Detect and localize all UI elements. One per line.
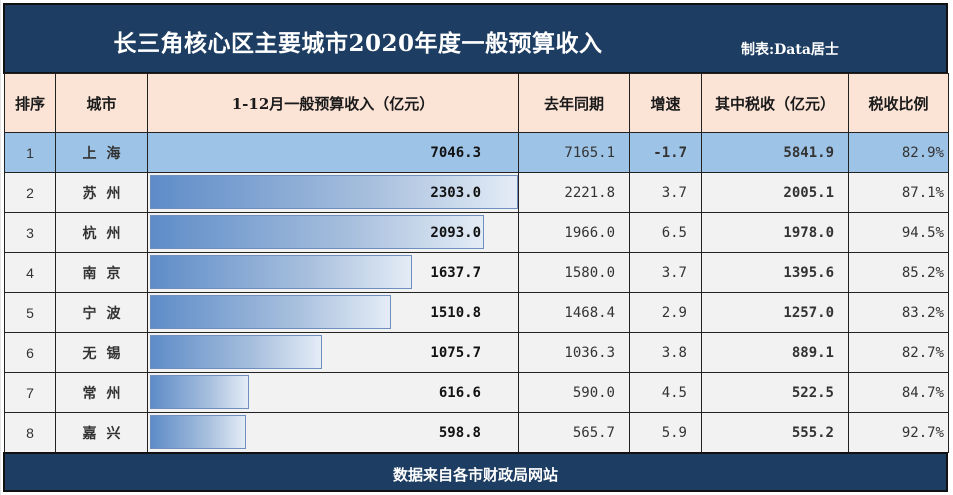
growth-cell[interactable]: 3.8 — [629, 332, 702, 373]
revenue-data-bar — [150, 375, 249, 409]
header-rank[interactable]: 排序 — [4, 73, 56, 133]
header-city[interactable]: 城市 — [55, 73, 148, 133]
last-year-cell[interactable]: 1468.4 — [518, 292, 630, 333]
header-revenue[interactable]: 1-12月一般预算收入（亿元） — [147, 73, 519, 133]
revenue-value: 1637.7 — [430, 264, 481, 281]
table-row[interactable]: 1 上海 7046.3 7165.1 -1.7 5841.9 82.9% — [4, 132, 949, 173]
tax-ratio-cell[interactable]: 84.7% — [848, 372, 949, 413]
header-tax[interactable]: 其中税收（亿元） — [701, 73, 849, 133]
revenue-cell[interactable]: 598.8 — [147, 412, 519, 453]
header-growth[interactable]: 增速 — [629, 73, 702, 133]
growth-cell[interactable]: 3.7 — [629, 172, 702, 213]
last-year-cell[interactable]: 590.0 — [518, 372, 630, 413]
rank-cell[interactable]: 3 — [4, 212, 56, 253]
last-year-cell[interactable]: 2221.8 — [518, 172, 630, 213]
rank-cell[interactable]: 2 — [4, 172, 56, 213]
tax-cell[interactable]: 1395.6 — [701, 252, 849, 293]
last-year-cell[interactable]: 7165.1 — [518, 132, 630, 173]
tax-ratio-cell[interactable]: 82.9% — [848, 132, 949, 173]
tax-ratio-cell[interactable]: 92.7% — [848, 412, 949, 453]
city-cell[interactable]: 南京 — [55, 252, 148, 293]
budget-revenue-table: 排序 城市 1-12月一般预算收入（亿元） 去年同期 增速 其中税收（亿元） 税… — [4, 73, 949, 453]
city-cell[interactable]: 苏州 — [55, 172, 148, 213]
rank-cell[interactable]: 7 — [4, 372, 56, 413]
city-cell[interactable]: 嘉兴 — [55, 412, 148, 453]
tax-cell[interactable]: 555.2 — [701, 412, 849, 453]
city-cell[interactable]: 宁波 — [55, 292, 148, 333]
growth-cell[interactable]: 6.5 — [629, 212, 702, 253]
revenue-cell[interactable]: 2303.0 — [147, 172, 519, 213]
rank-cell[interactable]: 4 — [4, 252, 56, 293]
growth-cell[interactable]: -1.7 — [629, 132, 702, 173]
source-note: 数据来自各市财政局网站 — [392, 466, 558, 484]
revenue-value: 1510.8 — [430, 304, 481, 321]
revenue-data-bar — [150, 335, 322, 369]
tax-ratio-cell[interactable]: 85.2% — [848, 252, 949, 293]
table-row[interactable]: 8 嘉兴 598.8 565.7 5.9 555.2 92.7% — [4, 412, 949, 453]
tax-cell[interactable]: 889.1 — [701, 332, 849, 373]
rank-cell[interactable]: 8 — [4, 412, 56, 453]
tax-cell[interactable]: 2005.1 — [701, 172, 849, 213]
tax-ratio-cell[interactable]: 94.5% — [848, 212, 949, 253]
tax-ratio-cell[interactable]: 87.1% — [848, 172, 949, 213]
table-row[interactable]: 5 宁波 1510.8 1468.4 2.9 1257.0 83.2% — [4, 292, 949, 333]
city-cell[interactable]: 上海 — [55, 132, 148, 173]
rank-cell[interactable]: 1 — [4, 132, 56, 173]
revenue-cell[interactable]: 7046.3 — [147, 132, 519, 173]
header-last-year[interactable]: 去年同期 — [518, 73, 630, 133]
revenue-value: 598.8 — [438, 424, 481, 441]
city-cell[interactable]: 杭州 — [55, 212, 148, 253]
credit-label: 制表:Data居士 — [741, 42, 839, 58]
revenue-value: 2093.0 — [430, 224, 481, 241]
last-year-cell[interactable]: 1036.3 — [518, 332, 630, 373]
tax-cell[interactable]: 5841.9 — [701, 132, 849, 173]
revenue-data-bar — [150, 415, 246, 449]
revenue-cell[interactable]: 1075.7 — [147, 332, 519, 373]
last-year-cell[interactable]: 1580.0 — [518, 252, 630, 293]
rank-cell[interactable]: 6 — [4, 332, 56, 373]
header-tax-ratio[interactable]: 税收比例 — [848, 73, 949, 133]
growth-cell[interactable]: 4.5 — [629, 372, 702, 413]
footer-banner: 数据来自各市财政局网站 — [3, 452, 948, 492]
tax-cell[interactable]: 522.5 — [701, 372, 849, 413]
revenue-cell[interactable]: 1637.7 — [147, 252, 519, 293]
revenue-value: 1075.7 — [430, 344, 481, 361]
revenue-data-bar — [150, 295, 392, 329]
revenue-data-bar — [150, 175, 518, 209]
rank-cell[interactable]: 5 — [4, 292, 56, 333]
revenue-value: 7046.3 — [430, 144, 481, 161]
table-row[interactable]: 2 苏州 2303.0 2221.8 3.7 2005.1 87.1% — [4, 172, 949, 213]
table-row[interactable]: 3 杭州 2093.0 1966.0 6.5 1978.0 94.5% — [4, 212, 949, 253]
table-row[interactable]: 7 常州 616.6 590.0 4.5 522.5 84.7% — [4, 372, 949, 413]
table-row[interactable]: 4 南京 1637.7 1580.0 3.7 1395.6 85.2% — [4, 252, 949, 293]
page-title: 长三角核心区主要城市2020年度一般预算收入 — [113, 30, 603, 57]
city-cell[interactable]: 无锡 — [55, 332, 148, 373]
tax-ratio-cell[interactable]: 83.2% — [848, 292, 949, 333]
header-row: 排序 城市 1-12月一般预算收入（亿元） 去年同期 增速 其中税收（亿元） 税… — [4, 73, 949, 133]
growth-cell[interactable]: 5.9 — [629, 412, 702, 453]
revenue-data-bar — [150, 215, 485, 249]
revenue-cell[interactable]: 616.6 — [147, 372, 519, 413]
revenue-value: 2303.0 — [430, 184, 481, 201]
table-row[interactable]: 6 无锡 1075.7 1036.3 3.8 889.1 82.7% — [4, 332, 949, 373]
tax-cell[interactable]: 1257.0 — [701, 292, 849, 333]
city-cell[interactable]: 常州 — [55, 372, 148, 413]
title-banner: 长三角核心区主要城市2020年度一般预算收入 制表:Data居士 — [3, 3, 948, 74]
growth-cell[interactable]: 2.9 — [629, 292, 702, 333]
growth-cell[interactable]: 3.7 — [629, 252, 702, 293]
revenue-cell[interactable]: 2093.0 — [147, 212, 519, 253]
last-year-cell[interactable]: 565.7 — [518, 412, 630, 453]
last-year-cell[interactable]: 1966.0 — [518, 212, 630, 253]
tax-cell[interactable]: 1978.0 — [701, 212, 849, 253]
revenue-cell[interactable]: 1510.8 — [147, 292, 519, 333]
revenue-data-bar — [150, 255, 412, 289]
tax-ratio-cell[interactable]: 82.7% — [848, 332, 949, 373]
revenue-value: 616.6 — [438, 384, 481, 401]
